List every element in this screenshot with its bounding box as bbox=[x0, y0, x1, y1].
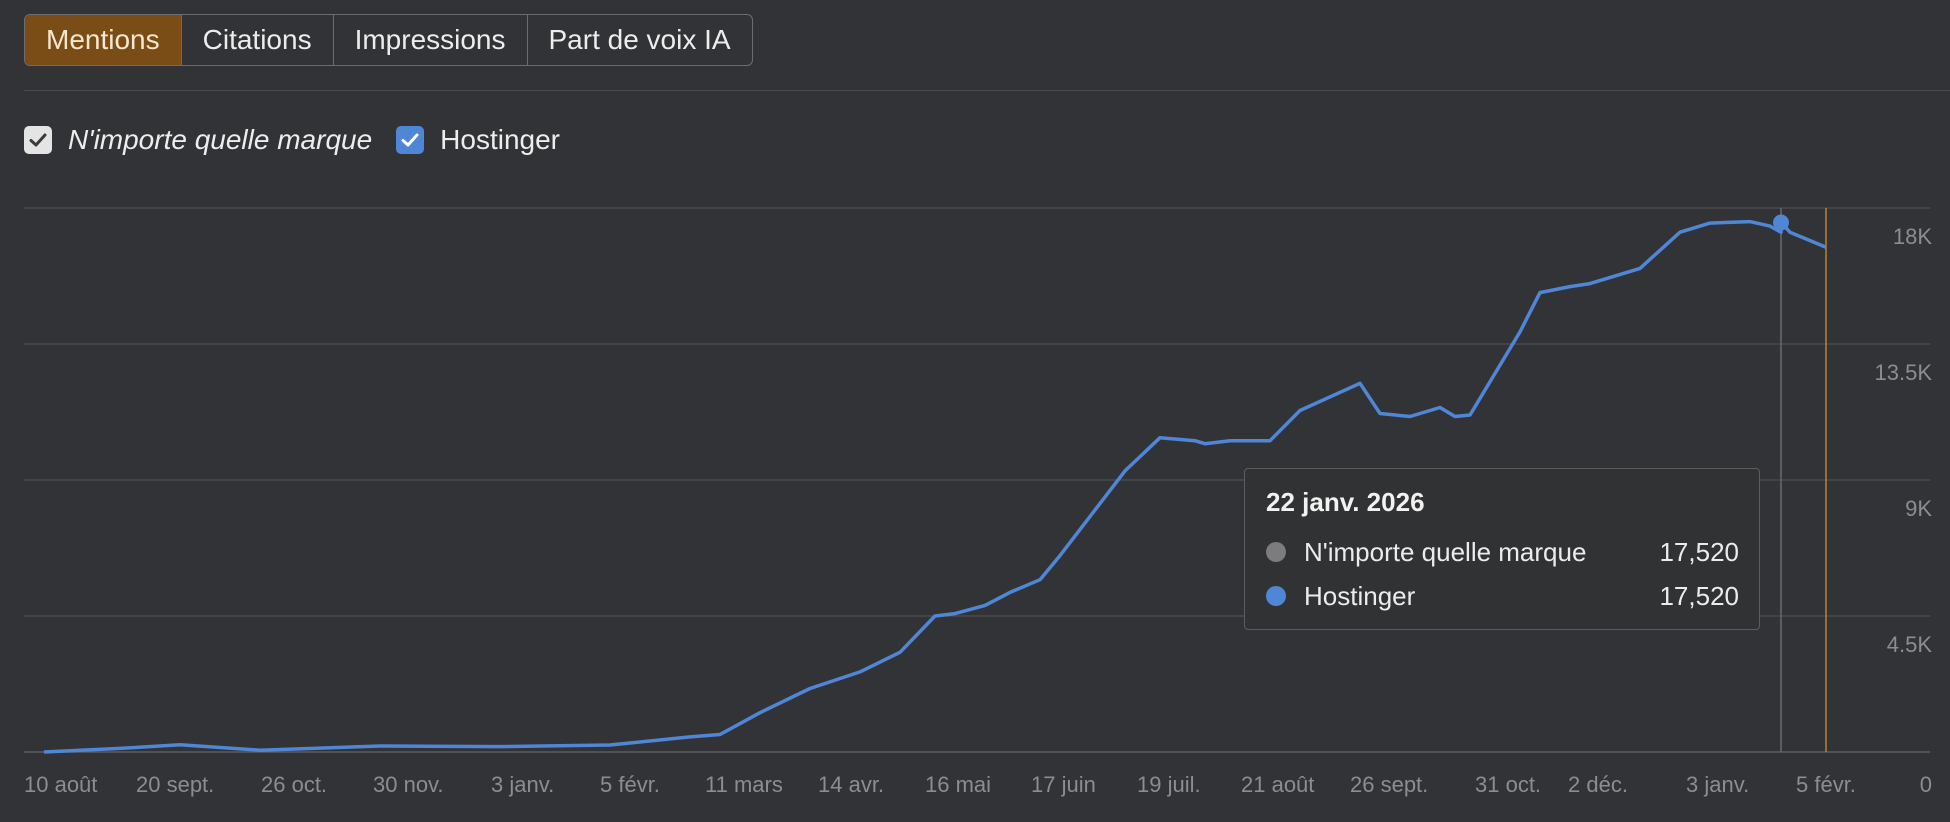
tooltip-series-value: 17,520 bbox=[1659, 536, 1739, 567]
check-icon bbox=[401, 133, 419, 147]
x-tick-label: 10 août bbox=[24, 772, 97, 797]
tooltip-series-name: Hostinger bbox=[1304, 580, 1416, 611]
hover-point bbox=[1773, 214, 1789, 231]
checkbox-any-brand[interactable] bbox=[24, 126, 52, 154]
chart-tooltip: 22 janv. 2026 N'importe quelle marque 17… bbox=[1244, 468, 1760, 630]
tooltip-date: 22 janv. 2026 bbox=[1266, 487, 1425, 517]
series-line-hostinger bbox=[43, 219, 1827, 754]
header-divider bbox=[24, 90, 1950, 91]
legend-item-hostinger[interactable]: Hostinger bbox=[396, 124, 560, 156]
x-tick-label: 31 oct. bbox=[1475, 772, 1541, 797]
tooltip-row-any-brand: N'importe quelle marque 17,520 bbox=[1266, 530, 1739, 574]
x-tick-label: 20 sept. bbox=[136, 772, 214, 797]
legend-item-any-brand[interactable]: N'importe quelle marque bbox=[24, 124, 372, 156]
x-tick-label: 26 oct. bbox=[261, 772, 327, 797]
legend-label-hostinger: Hostinger bbox=[440, 124, 561, 155]
tab-mentions[interactable]: Mentions bbox=[25, 15, 182, 65]
x-tick-label: 11 mars bbox=[705, 772, 783, 797]
x-tick-label: 30 nov. bbox=[373, 772, 444, 797]
y-tick-label: 9K bbox=[1905, 496, 1932, 521]
gray-dot-icon bbox=[1266, 542, 1286, 562]
tab-citations[interactable]: Citations bbox=[182, 15, 334, 65]
legend-label-any-brand: N'importe quelle marque bbox=[68, 124, 373, 155]
tab-impressions[interactable]: Impressions bbox=[334, 15, 528, 65]
tooltip-series-value: 17,520 bbox=[1659, 580, 1739, 611]
x-tick-label: 3 janv. bbox=[491, 772, 554, 797]
series-legend: N'importe quelle marque Hostinger bbox=[24, 124, 584, 156]
blue-dot-icon bbox=[1266, 586, 1286, 606]
tab-ai-share-of-voice[interactable]: Part de voix IA bbox=[548, 24, 731, 55]
y-tick-label: 18K bbox=[1893, 224, 1932, 249]
checkbox-hostinger[interactable] bbox=[396, 126, 425, 154]
x-tick-label: 21 août bbox=[1241, 772, 1314, 797]
x-tick-label: 16 mai bbox=[925, 772, 991, 797]
y-tick-label: 13.5K bbox=[1875, 360, 1933, 385]
y-tick-label: 0 bbox=[1920, 772, 1932, 797]
x-tick-label: 5 févr. bbox=[1796, 772, 1856, 797]
y-tick-label: 4.5K bbox=[1887, 632, 1933, 657]
x-tick-label: 17 juin bbox=[1031, 772, 1096, 797]
x-tick-label: 2 déc. bbox=[1568, 772, 1628, 797]
x-tick-label: 14 avr. bbox=[818, 772, 884, 797]
tooltip-row-hostinger: Hostinger 17,520 bbox=[1266, 574, 1739, 618]
tooltip-series-name: N'importe quelle marque bbox=[1304, 536, 1587, 567]
check-icon bbox=[29, 133, 47, 147]
x-tick-label: 5 févr. bbox=[600, 772, 660, 797]
metric-tabs: Mentions Citations Impressions Part de v… bbox=[24, 14, 753, 66]
x-tick-label: 19 juil. bbox=[1137, 772, 1201, 797]
x-tick-label: 3 janv. bbox=[1686, 772, 1749, 797]
x-tick-label: 26 sept. bbox=[1350, 772, 1428, 797]
